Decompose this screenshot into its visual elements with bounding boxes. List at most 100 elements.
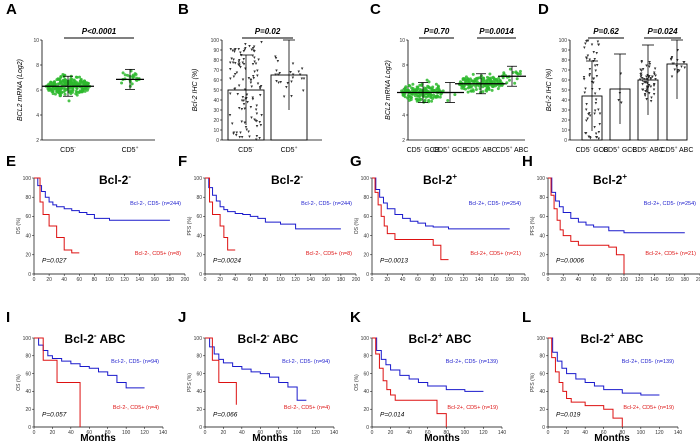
data-point [481,85,485,89]
data-point: ▾ [593,76,596,82]
ytick-label: 40 [539,389,545,395]
data-point [82,81,86,85]
data-point: ▾ [583,45,586,51]
panel-a: A 2 4 6 8 10 BCL2 mRNA (Log2) CD5- CD5+ P<0.0001 [6,1,155,154]
data-point [60,82,64,86]
data-point [74,92,78,96]
legend-entry: Bcl-2-, CD5+ (n=4) [284,405,330,411]
panel-label: B [178,1,189,18]
data-point: ▾ [648,74,651,80]
ytick-label: 20 [25,407,31,413]
xtick-label: 80 [430,277,436,283]
data-point: ▾ [277,58,280,64]
data-point: ▾ [255,137,258,143]
panel-a-ytick-label: 10 [33,38,39,44]
data-point: ▾ [245,125,248,131]
data-point [461,78,465,82]
data-point: ▾ [620,71,623,77]
data-point [402,93,406,97]
panel-label: G [350,153,362,170]
data-point [497,76,501,80]
data-point [518,72,522,76]
xtick-label: 20 [217,277,223,283]
data-point: ▾ [238,59,241,65]
panel-b-ytick-label: 100 [211,38,220,44]
data-point: ▾ [591,86,594,92]
data-point: ▾ [598,86,601,92]
y-axis-label: OS (%) [16,217,22,234]
data-point: ▾ [260,83,263,89]
data-point [508,67,512,71]
data-point [120,81,124,85]
data-point [471,72,475,76]
y-axis-label: OS (%) [354,217,360,234]
data-point: ▾ [235,132,238,138]
cd5-negative-curve [34,337,145,389]
data-point: ▾ [248,43,251,49]
data-point [47,82,51,86]
data-point [482,77,486,81]
data-point: ▾ [256,133,259,139]
data-point: ▾ [244,42,247,48]
data-point: ▾ [645,63,648,69]
xtick-label: 0 [204,277,207,283]
xtick-label: 20 [560,277,566,283]
category-label: CD5+ GCB [433,146,467,154]
data-point: ▾ [595,101,598,107]
cd5-negative-curve [34,177,170,221]
panel-b-ytick-label: 70 [213,68,219,74]
p-value-label: P=0.014 [380,411,405,418]
data-point: ▾ [277,80,280,86]
data-point: ▾ [599,111,602,117]
ytick-label: 20 [539,253,545,259]
data-point: ▾ [253,69,256,75]
ytick-label: 80 [363,354,369,360]
data-point [59,91,63,95]
panel-l: L 0 20 40 60 80 100 0 20 40 60 80 100 120 140 PFS (%) Bc… [522,309,682,436]
xtick-label: 60 [425,430,431,436]
p-value-label: P=0.066 [213,411,238,418]
xtick-label: 200 [181,277,190,283]
xtick-label: 0 [547,277,550,283]
data-point: ▾ [597,42,600,48]
panel-label: C [370,1,381,18]
data-point: ▾ [648,64,651,70]
data-point: ▾ [583,90,586,96]
panel-h: H 0 20 40 60 80 100 0 20 40 60 80 100 120 140 160 180 200… [522,153,700,283]
cd5-positive-curve [548,337,623,427]
data-point: ▾ [649,76,652,82]
panel-d-ytick-label: 0 [564,138,567,144]
data-point [422,86,426,90]
data-point: ▾ [641,78,644,84]
xtick-label: 140 [136,277,145,283]
data-point [78,90,82,94]
data-point: ▾ [595,131,598,137]
ytick-label: 40 [196,233,202,239]
data-point: ▾ [676,47,679,53]
data-point [83,89,87,93]
data-point: ▾ [301,76,304,82]
data-point: ▾ [589,71,592,77]
data-point [441,89,445,93]
panel-a-ytick-label: 4 [36,113,39,119]
panel-d-ytick-label: 60 [561,78,567,84]
panel-b-ytick-label: 80 [213,58,219,64]
data-point: ▾ [297,69,300,75]
data-point: ▾ [301,66,304,72]
data-point: ▾ [257,81,260,87]
data-point: ▾ [253,59,256,65]
data-point: ▾ [594,108,597,114]
data-point: ▾ [646,84,649,90]
data-point [507,78,511,82]
panel-b-ytick-label: 60 [213,78,219,84]
data-point: ▾ [584,86,587,92]
xtick-label: 120 [140,430,149,436]
data-point: ▾ [654,73,657,79]
data-point: ▾ [640,74,643,80]
data-point [75,87,79,91]
ytick-label: 0 [542,272,545,278]
xtick-label: 20 [564,430,570,436]
y-axis-label: PFS (%) [530,373,536,392]
data-point: ▾ [595,135,598,141]
data-point [476,76,480,80]
